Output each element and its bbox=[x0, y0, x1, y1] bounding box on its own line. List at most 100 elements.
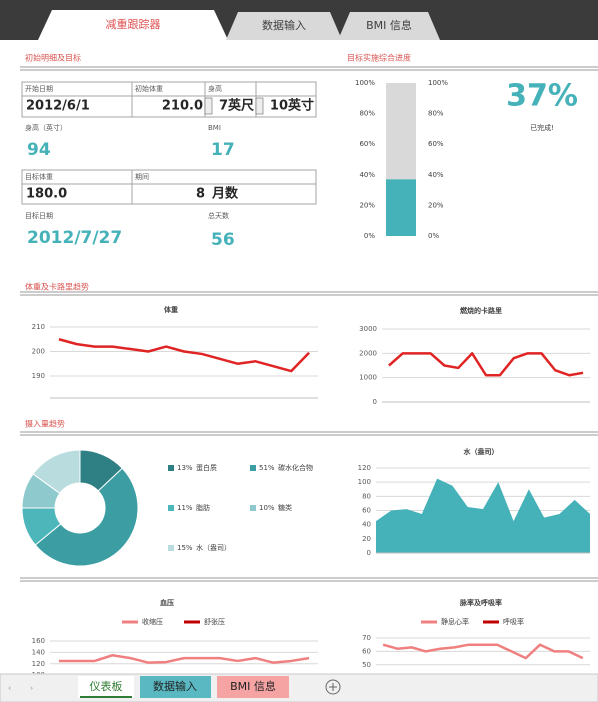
tab-label[interactable]: BMI 信息 bbox=[366, 18, 412, 32]
legend-label: 碳水化合物 bbox=[278, 463, 313, 472]
sheet-tab[interactable] bbox=[217, 676, 289, 698]
y2-tick-label: 80% bbox=[428, 110, 444, 118]
sheet-tab-label[interactable]: 数据输入 bbox=[153, 679, 197, 693]
legend-label: 糖类 bbox=[278, 503, 292, 512]
y-tick-label: 190 bbox=[32, 372, 45, 380]
chart-title: 目标实施综合进度 bbox=[347, 53, 411, 63]
line bbox=[388, 352, 584, 377]
field-label: 目标体重 bbox=[25, 172, 53, 181]
y-tick-label: 0 bbox=[367, 549, 371, 557]
tab-active[interactable] bbox=[38, 10, 228, 40]
field-value[interactable]: 2012/6/1 bbox=[26, 99, 90, 114]
legend-label: 收缩压 bbox=[142, 617, 163, 626]
legend-label: 静息心率 bbox=[441, 617, 469, 626]
y-tick-label: 60% bbox=[359, 140, 375, 148]
y-tick-label: 20% bbox=[359, 201, 375, 209]
field-label: 开始日期 bbox=[25, 84, 53, 93]
y-tick-label: 60 bbox=[362, 647, 371, 655]
y-tick-label: 80 bbox=[362, 492, 371, 500]
sheet-tab-label[interactable]: 仪表板 bbox=[90, 679, 123, 693]
tab-label[interactable]: 减重跟踪器 bbox=[106, 17, 161, 31]
tab[interactable] bbox=[226, 12, 342, 40]
chart-title: 燃烧的卡路里 bbox=[459, 306, 502, 315]
chart-title: 体重 bbox=[164, 305, 178, 314]
y-tick-label: 40% bbox=[359, 171, 375, 179]
legend-value: 13% bbox=[177, 464, 193, 472]
field-label: 总天数 bbox=[208, 211, 229, 220]
y-tick-label: 70 bbox=[362, 634, 371, 642]
section-title: 体重及卡路里趋势 bbox=[25, 282, 89, 292]
scroll-left[interactable]: ‹ bbox=[8, 684, 11, 693]
legend-swatch bbox=[168, 545, 174, 551]
chart-title: 血压 bbox=[160, 598, 174, 607]
legend-swatch bbox=[250, 465, 256, 471]
line bbox=[58, 654, 310, 664]
y-tick-label: 100 bbox=[32, 671, 45, 679]
tab-label[interactable]: 数据输入 bbox=[262, 18, 306, 32]
y-tick-label: 3000 bbox=[359, 325, 377, 333]
y-tick-label: 160 bbox=[32, 637, 45, 645]
field-value: 56 bbox=[211, 230, 235, 250]
field-value[interactable]: 8 bbox=[196, 187, 205, 202]
tab[interactable] bbox=[338, 12, 440, 40]
progress-bar bbox=[386, 179, 416, 236]
field-value: 2012/7/27 bbox=[27, 228, 122, 248]
y-tick-label: 210 bbox=[32, 323, 45, 331]
y-tick-label: 100 bbox=[358, 478, 371, 486]
y-tick-label: 40 bbox=[362, 521, 371, 529]
scroll-right[interactable]: › bbox=[30, 684, 33, 693]
sheet-tab[interactable] bbox=[78, 676, 134, 698]
legend-value: 11% bbox=[177, 504, 193, 512]
legend-swatch bbox=[168, 465, 174, 471]
area bbox=[376, 478, 590, 553]
y2-tick-label: 0% bbox=[428, 232, 439, 240]
sheet-tab-label[interactable]: BMI 信息 bbox=[230, 679, 276, 693]
progress-value: 37% bbox=[506, 79, 578, 114]
field-label: 目标日期 bbox=[25, 211, 53, 220]
chart-title: 水（盎司） bbox=[464, 447, 499, 456]
line bbox=[58, 338, 310, 373]
spinners[interactable] bbox=[204, 97, 264, 115]
legend-label: 舒张压 bbox=[204, 617, 225, 626]
chart-title: 脉率及呼吸率 bbox=[459, 598, 502, 607]
legend-label: 水（盎司） bbox=[196, 543, 231, 552]
y-tick-label: 50 bbox=[362, 661, 371, 669]
y-tick-label: 60 bbox=[362, 507, 371, 515]
y-tick-label: 2000 bbox=[359, 349, 377, 357]
field-value: 94 bbox=[27, 140, 51, 160]
field-value[interactable]: 10英寸 bbox=[270, 98, 314, 114]
legend-value: 10% bbox=[259, 504, 275, 512]
add-sheet[interactable] bbox=[325, 679, 341, 695]
y-tick-label: 1000 bbox=[359, 374, 377, 382]
field-label: 初始体重 bbox=[135, 84, 163, 93]
pie-slice bbox=[32, 449, 81, 495]
y-tick-label: 140 bbox=[32, 648, 45, 656]
field-unit: 月数 bbox=[211, 186, 239, 202]
legend-label: 呼吸率 bbox=[503, 617, 524, 626]
legend-label: 蛋白质 bbox=[196, 463, 217, 472]
section-title: 初始明细及目标 bbox=[25, 53, 81, 63]
add-sheet-icon bbox=[329, 683, 337, 691]
field-label: 身高 bbox=[208, 84, 222, 93]
pie-slice bbox=[34, 467, 139, 567]
field-value[interactable]: 7英尺 bbox=[219, 98, 254, 114]
y-tick-label: 0% bbox=[364, 232, 375, 240]
y-tick-label: 200 bbox=[32, 347, 45, 355]
y-tick-label: 120 bbox=[32, 660, 45, 668]
legend-swatch bbox=[250, 505, 256, 511]
sheet-tab[interactable] bbox=[140, 676, 211, 698]
field-value[interactable]: 180.0 bbox=[26, 187, 67, 202]
details bbox=[21, 81, 317, 205]
section-title: 摄入量趋势 bbox=[25, 419, 65, 429]
y-tick-label: 80% bbox=[359, 110, 375, 118]
legend-value: 15% bbox=[177, 544, 193, 552]
y-tick-label: 120 bbox=[358, 464, 371, 472]
field-label: 身高（英寸） bbox=[25, 123, 67, 132]
dividers bbox=[20, 66, 598, 582]
y-tick-label: 0 bbox=[373, 398, 377, 406]
field-value[interactable]: 210.0 bbox=[162, 99, 203, 114]
y2-tick-label: 40% bbox=[428, 171, 444, 179]
y2-tick-label: 20% bbox=[428, 201, 444, 209]
annotation: 已完成! bbox=[530, 123, 554, 132]
